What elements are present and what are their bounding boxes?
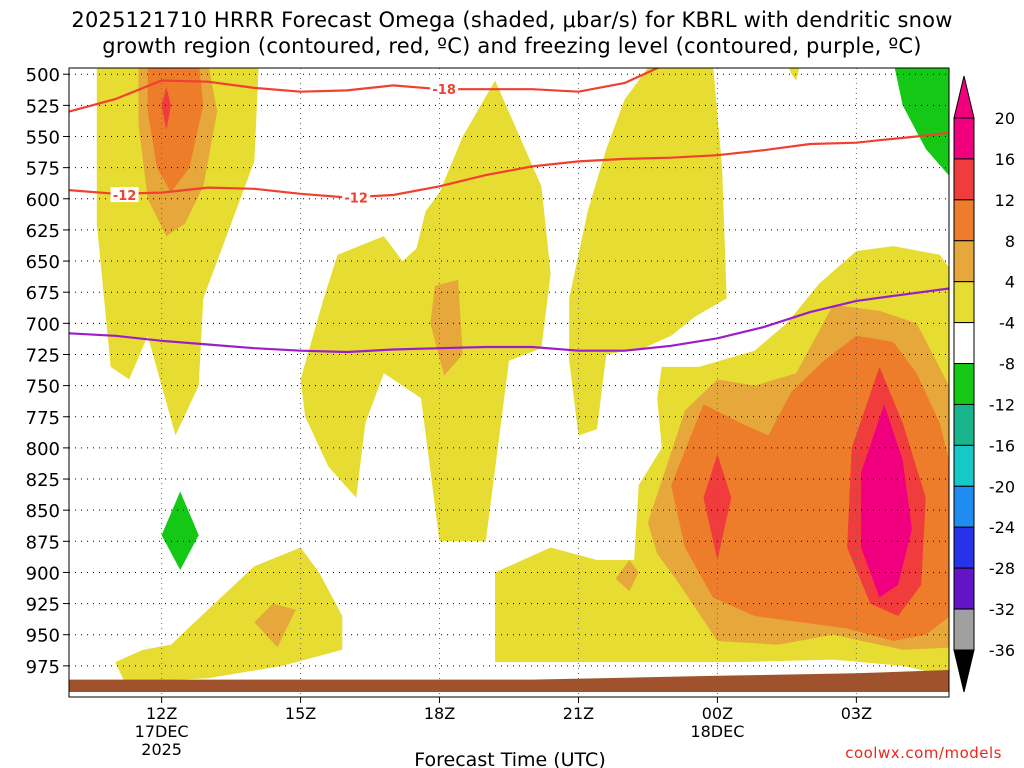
omega-region-10: [615, 560, 639, 592]
x-axis-label: Forecast Time (UTC): [414, 749, 605, 768]
omega-region-7: [789, 68, 800, 81]
contour-label-bg: [430, 81, 459, 97]
colorbar-label--12: -12: [989, 395, 1015, 414]
y-tick-label-700: 700: [26, 314, 60, 335]
colorbar-swatch--8--4: [953, 363, 975, 405]
x-tick-label-18Z: 18Z: [424, 704, 455, 723]
colorbar-swatch--24--20: [953, 526, 975, 569]
colorbar-label--16: -16: [989, 436, 1015, 455]
omega-region-14: [861, 404, 912, 598]
omega-region-17: [161, 491, 199, 570]
terrain-strip: [69, 669, 949, 692]
y-tick-label-750: 750: [26, 377, 60, 398]
y-tick-label-725: 725: [26, 345, 60, 366]
colorbar-label-4: 4: [1005, 273, 1015, 292]
contour-line--12: [69, 131, 949, 199]
x-tick-label-12Z: 12Z: [146, 704, 177, 723]
y-tick-label-500: 500: [26, 65, 60, 86]
omega-region-5: [430, 279, 463, 376]
omega-region-12: [703, 454, 732, 560]
y-tick-label-900: 900: [26, 563, 60, 584]
y-tick-label-975: 975: [26, 657, 60, 678]
colorbar-label--36: -36: [989, 641, 1015, 660]
omega-region-4: [300, 80, 551, 542]
contour-line--18: [69, 68, 661, 113]
colorbar-label--20: -20: [989, 477, 1015, 496]
y-tick-label-525: 525: [26, 96, 60, 117]
contour-label--18-0: -18: [432, 83, 456, 98]
colorbar-top-arrow: [953, 75, 975, 119]
y-tick-label-675: 675: [26, 283, 60, 304]
colorbar-label-20: 20: [995, 109, 1015, 128]
source-credit: coolwx.com/models: [845, 744, 1002, 762]
y-tick-label-950: 950: [26, 626, 60, 647]
y-tick-label-925: 925: [26, 595, 60, 616]
colorbar-swatch-16-20: [953, 158, 975, 201]
omega-region-0: [96, 68, 259, 436]
colorbar-label-12: 12: [995, 191, 1015, 210]
y-tick-label-625: 625: [26, 221, 60, 242]
contour-layer: -18 -12 -12: [69, 68, 949, 354]
omega-region-18: [894, 68, 949, 176]
y-tick-label-775: 775: [26, 408, 60, 429]
omega-region-16: [254, 603, 296, 648]
chart-title-line2: growth region (contoured, red, ºC) and f…: [102, 34, 922, 58]
y-tick-label-875: 875: [26, 532, 60, 553]
colorbar-swatch-20-24: [953, 117, 975, 160]
y-tick-label-825: 825: [26, 470, 60, 491]
x-tick-label-15Z: 15Z: [285, 704, 316, 723]
colorbar-swatch--28--24: [953, 567, 975, 610]
contour-label--12-0: -12: [113, 189, 137, 204]
y-tick-label-650: 650: [26, 252, 60, 273]
x-tick-sublabel-12Z: 17DEC: [135, 722, 189, 741]
y-axis-ticks: 500 525 550 575 600 625 650 675 700 725 750 775 800 8…: [26, 65, 69, 678]
x-tick-label-00Z: 00Z: [702, 704, 733, 723]
omega-region-3: [161, 86, 171, 131]
colorbar-swatch-12-16: [953, 199, 975, 242]
omega-region-15: [115, 547, 343, 683]
y-tick-label-600: 600: [26, 190, 60, 211]
colorbar-bottom-arrow: [953, 649, 975, 693]
x-tick-label-03Z: 03Z: [841, 704, 872, 723]
colorbar-swatch-8-12: [953, 240, 975, 283]
chart-title-line1: 2025121710 HRRR Forecast Omega (shaded, …: [71, 8, 953, 32]
contour-line-freezing-level: [69, 287, 949, 354]
colorbar-label-8: 8: [1005, 232, 1015, 251]
colorbar-swatch--20--16: [953, 485, 975, 528]
colorbar-label--28: -28: [989, 559, 1015, 578]
contour-label-bg: [342, 189, 371, 205]
x-tick-label-21Z: 21Z: [563, 704, 594, 723]
terrain-layer: [69, 669, 949, 692]
y-tick-label-550: 550: [26, 128, 60, 149]
omega-shading-layer: [96, 68, 949, 683]
x-tick-year-12Z: 2025: [141, 740, 182, 759]
colorbar-label-16: 16: [995, 150, 1015, 169]
colorbar-label--8: -8: [999, 355, 1015, 374]
colorbar: 20 16 12 8 4 -4 -8 -12 -16 -20 -24 -28 -32 -36: [953, 75, 1015, 693]
colorbar-swatch--16--12: [953, 444, 975, 487]
colorbar-swatch-4-8: [953, 281, 975, 324]
x-tick-sublabel-00Z: 18DEC: [690, 722, 744, 741]
colorbar-swatch--36--32: [953, 608, 975, 651]
colorbar-label--24: -24: [989, 518, 1015, 537]
plot-frame: [68, 67, 950, 698]
colorbar-swatch--12--8: [953, 403, 975, 446]
y-tick-label-575: 575: [26, 159, 60, 180]
contour-label--12-1: -12: [344, 192, 368, 207]
contour-label-bg: [110, 187, 139, 203]
omega-region-2: [147, 68, 204, 193]
y-tick-label-850: 850: [26, 501, 60, 522]
colorbar-swatch--4-4: [953, 322, 975, 365]
colorbar-label--4: -4: [999, 314, 1015, 333]
colorbar-label--32: -32: [989, 600, 1015, 619]
y-tick-label-800: 800: [26, 439, 60, 460]
